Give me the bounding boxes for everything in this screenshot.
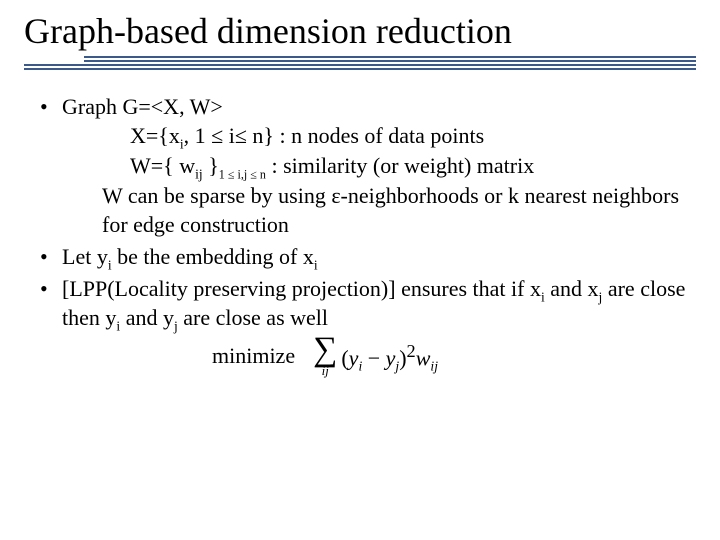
page-title: Graph-based dimension reduction [24,12,696,52]
sigma-sub: ij [322,364,329,377]
b1-l3-subexpr: 1 ≤ i,j ≤ n [219,167,266,181]
b3-pre: [LPP(Locality preserving projection)] en… [62,276,541,301]
rule-long [24,64,696,70]
formula-body: (yi − yj)2wij [341,339,438,373]
b3-mid1: and x [545,276,599,301]
f-y2: y [386,345,396,370]
content-area: Graph G=<X, W> X={xi, 1 ≤ i≤ n} : n node… [0,74,720,377]
b1-line3: W={ wij }1 ≤ i,j ≤ n : similarity (or we… [62,151,686,181]
b2-pre: Let y [62,244,108,269]
f-open: ( [341,345,348,370]
minimize-label: minimize [212,341,295,371]
b1-l3-pre: W={ w [130,153,195,178]
b1-line4: W can be sparse by using ε-neighborhoods… [62,181,686,240]
bullet-1: Graph G=<X, W> X={xi, 1 ≤ i≤ n} : n node… [38,92,686,240]
b1-l3-tail: : similarity (or weight) matrix [266,153,534,178]
b1-l2-pre: X={x [130,123,180,148]
b2-sub2: i [314,257,318,272]
b1-l3-mid: } [203,153,219,178]
b1-l2-mid: , 1 ≤ i≤ n} : n nodes of data points [184,123,485,148]
f-minus: − [362,345,385,370]
b1-line1: Graph G=<X, W> [62,94,223,119]
rule-short [84,56,696,62]
bullet-2: Let yi be the embedding of xi [38,242,686,272]
minimize-row: minimize ∑ ij (yi − yj)2wij [62,335,686,377]
f-sq: 2 [407,341,416,361]
f-y1: y [349,345,359,370]
b2-mid: be the embedding of x [112,244,314,269]
f-w: w [416,345,431,370]
objective-formula: ∑ ij (yi − yj)2wij [313,335,438,377]
b3-mid3: and y [120,305,174,330]
bullet-3: [LPP(Locality preserving projection)] en… [38,274,686,377]
b3-tail: are close as well [178,305,328,330]
f-wsub: ij [430,359,438,374]
b1-line2: X={xi, 1 ≤ i≤ n} : n nodes of data point… [62,121,686,151]
b1-l3-sub1: ij [195,166,203,181]
title-rule [0,52,720,74]
sigma-icon: ∑ ij [313,335,337,377]
f-close: ) [399,345,406,370]
